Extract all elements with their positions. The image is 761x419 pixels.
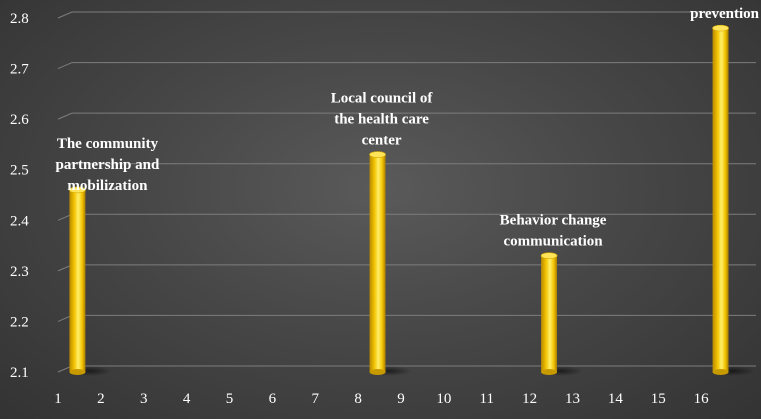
x-tick-label: 8 (354, 391, 362, 407)
bar-label: Behavior change communication (500, 213, 607, 250)
y-tick-label: 2.4 (10, 213, 29, 229)
bar (710, 24, 755, 376)
y-tick-label: 2.5 (10, 163, 29, 179)
gridline (57, 112, 756, 120)
x-tick-label: 2 (97, 391, 105, 407)
bar (539, 252, 584, 376)
y-tick-label: 2.7 (10, 62, 29, 78)
x-tick-label: 5 (226, 391, 234, 407)
y-tick-label: 2.8 (10, 11, 29, 27)
x-tick-label: 6 (269, 391, 277, 407)
x-tick-label: 12 (522, 391, 537, 407)
bar-label: The community partnership and mobilization (56, 136, 160, 194)
y-tick-label: 2.2 (10, 314, 29, 330)
x-axis: 1 2 3 4 5 6 7 8 9 10 11 12 13 14 15 16 (54, 391, 709, 407)
bar-label: Local council of the health care center (331, 91, 434, 149)
x-tick-label: 14 (608, 391, 624, 407)
bar-label: Healthpromotion anddiseaseprevention (677, 0, 761, 22)
gridline (57, 163, 756, 171)
x-tick-label: 9 (397, 391, 405, 407)
x-tick-label: 13 (565, 391, 580, 407)
y-tick-label: 2.3 (10, 264, 29, 280)
x-tick-label: 15 (651, 391, 666, 407)
bar (67, 186, 112, 376)
bars (67, 24, 755, 376)
y-axis: 2.1 2.2 2.3 2.4 2.5 2.6 2.7 2.8 (10, 11, 29, 381)
x-tick-label: 3 (140, 391, 148, 407)
gridline (57, 213, 756, 221)
gridline (57, 11, 756, 19)
gridline (57, 264, 756, 272)
y-tick-label: 2.1 (10, 365, 29, 381)
x-tick-label: 7 (312, 391, 320, 407)
bar-labels: The community partnership and mobilization… (56, 0, 761, 250)
x-tick-label: 16 (694, 391, 710, 407)
gridline (57, 314, 756, 322)
x-tick-label: 4 (183, 391, 191, 407)
gridlines (57, 11, 756, 373)
gridline (57, 62, 756, 70)
x-tick-label: 11 (480, 391, 494, 407)
x-tick-label: 10 (436, 391, 451, 407)
x-tick-label: 1 (54, 391, 62, 407)
y-tick-label: 2.6 (10, 112, 29, 128)
bar (367, 151, 412, 376)
